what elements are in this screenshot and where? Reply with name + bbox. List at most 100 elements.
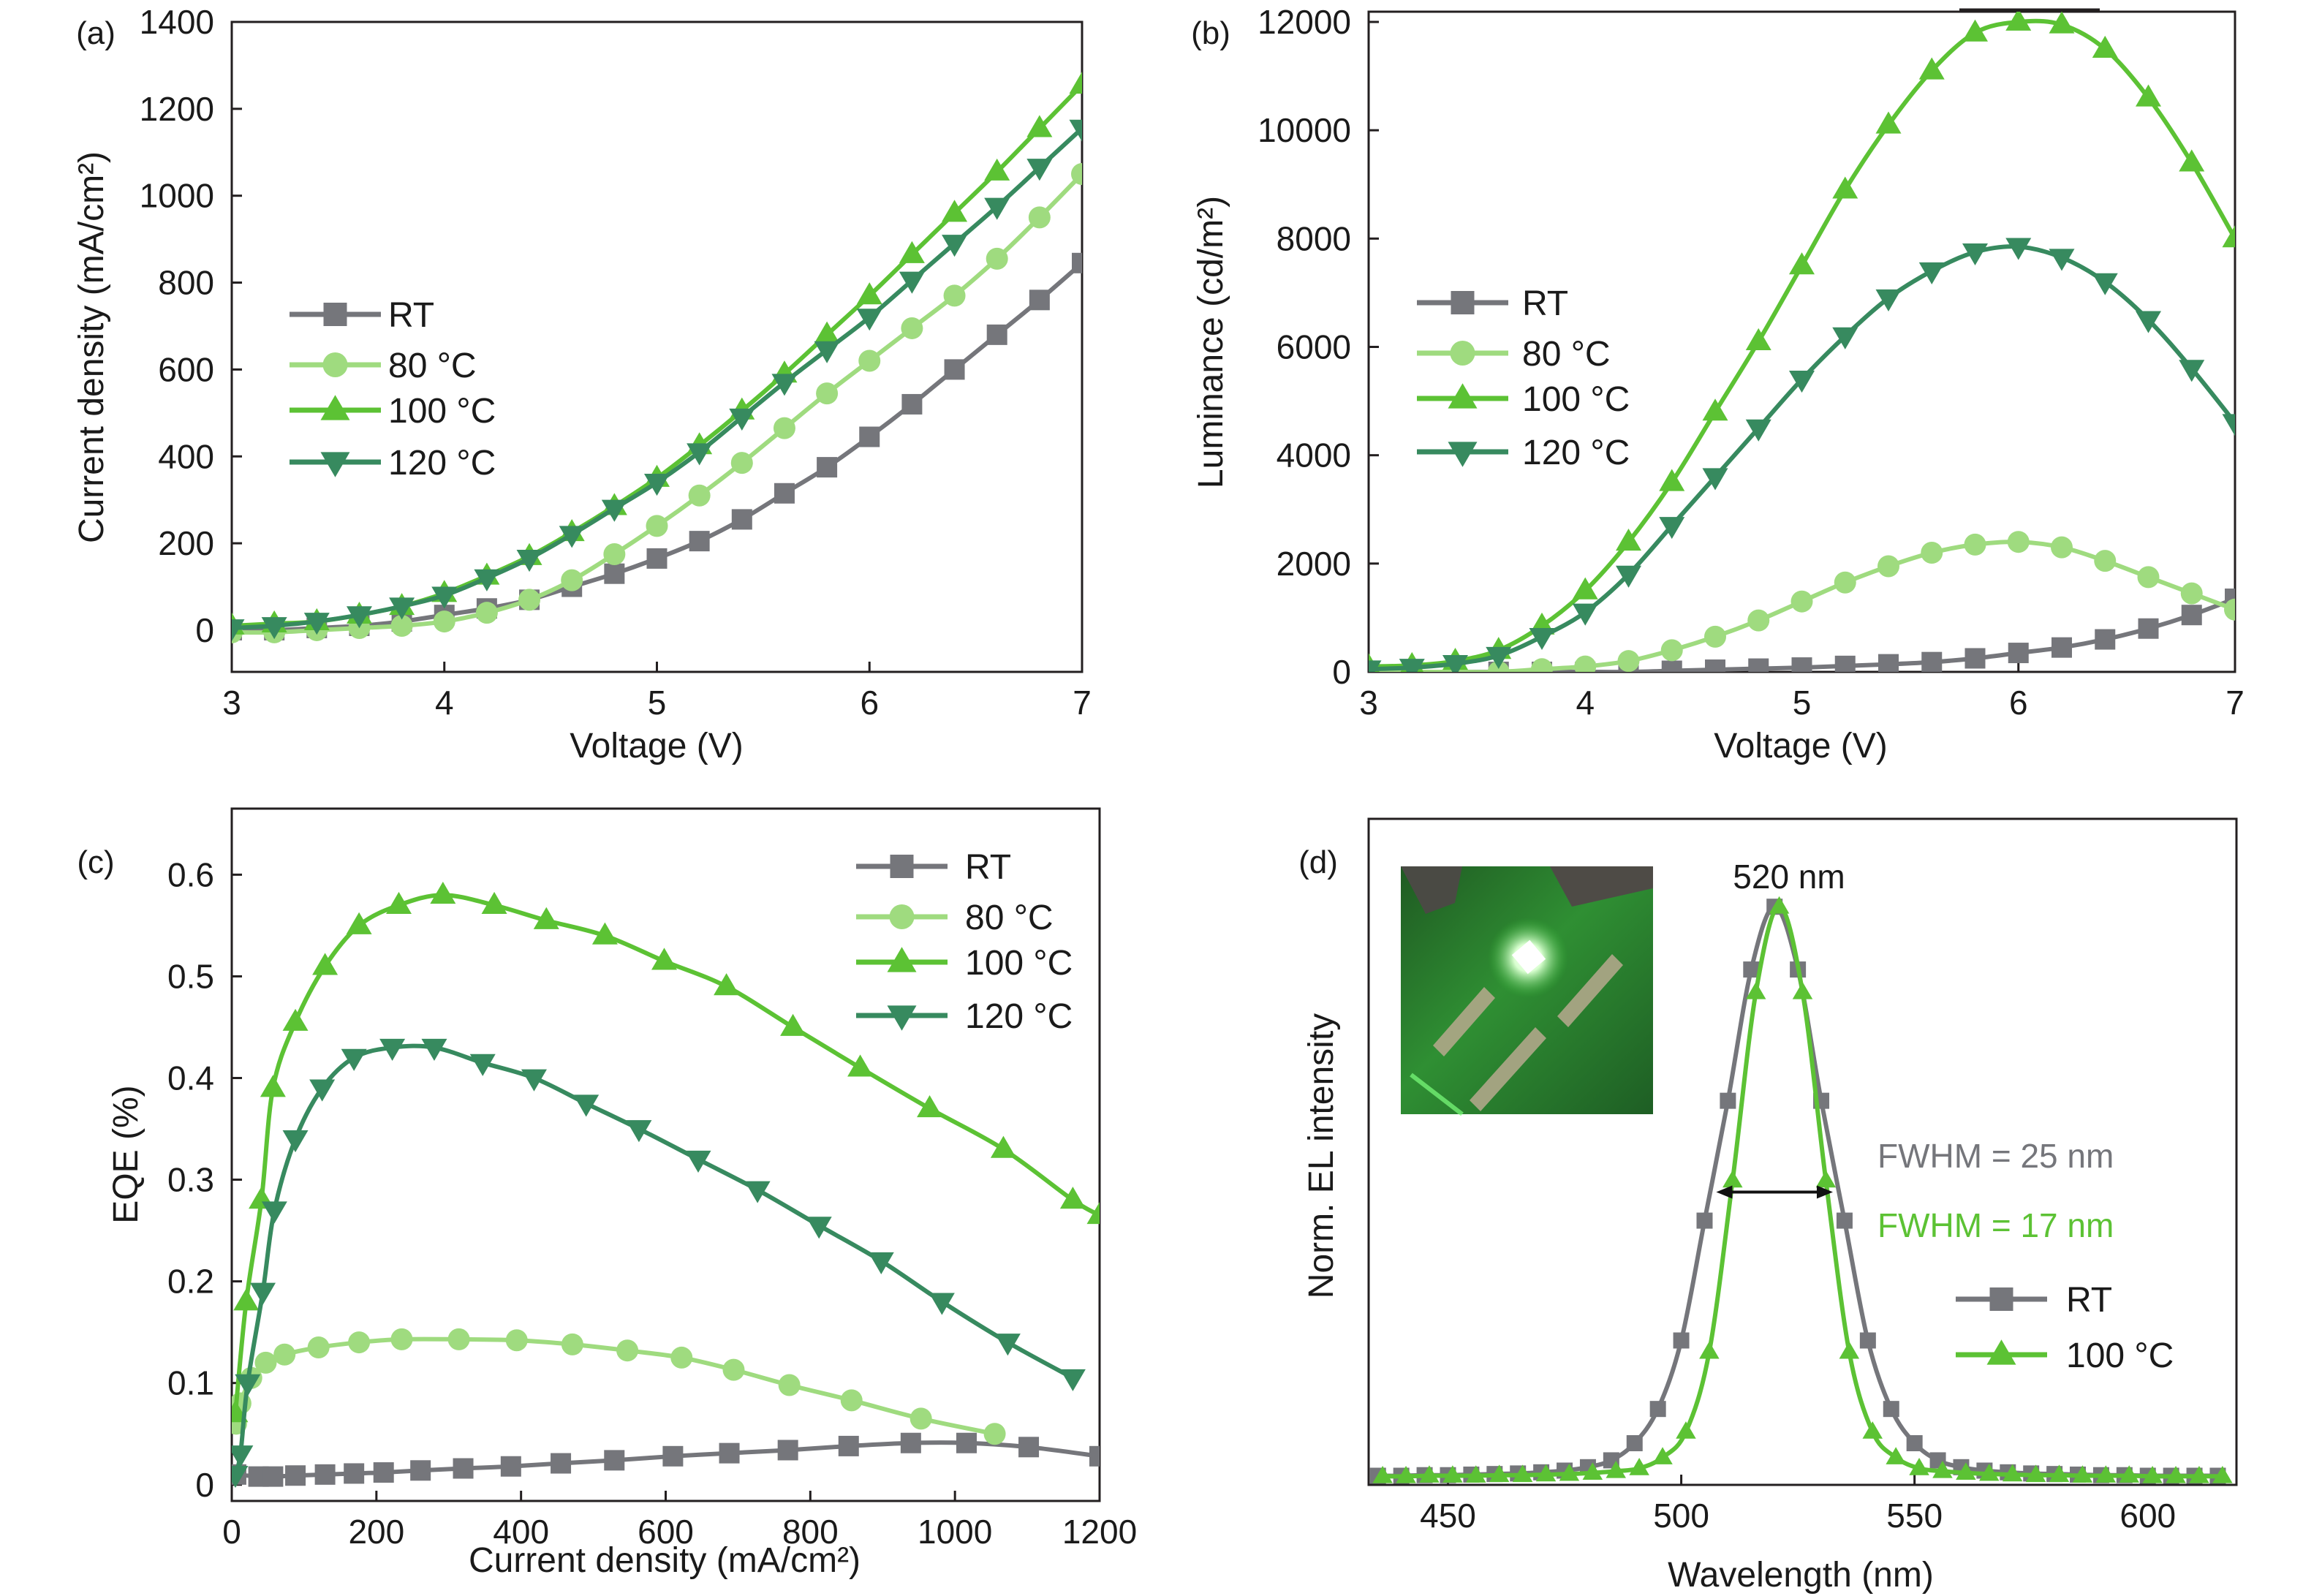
y-tick-label: 0.3 <box>167 1161 214 1199</box>
data-point <box>1789 252 1815 275</box>
x-tick-label: 450 <box>1420 1497 1476 1535</box>
y-tick-label: 6000 <box>1277 328 1351 366</box>
data-point <box>1906 1435 1923 1452</box>
series-line <box>233 1043 1074 1475</box>
legend-item: 120 °C <box>856 997 1073 1036</box>
data-point <box>1606 1460 1626 1478</box>
data-point <box>1442 654 1468 672</box>
x-tick-label: 500 <box>1653 1497 1709 1535</box>
data-point <box>1059 1187 1086 1209</box>
data-point <box>856 309 882 331</box>
x-tick-label: 3 <box>1359 684 1378 722</box>
y-tick-label: 4000 <box>1277 436 1351 474</box>
legend-label: 100 °C <box>2066 1336 2174 1375</box>
data-point <box>410 1460 431 1481</box>
data-point <box>2136 84 2161 107</box>
data-point <box>1673 1332 1690 1349</box>
series-line <box>233 1336 996 1437</box>
data-point <box>688 484 711 507</box>
data-point <box>1489 1464 1510 1483</box>
y-tick-label: 400 <box>158 437 214 475</box>
series-line <box>232 83 1082 629</box>
y-tick-label: 0.2 <box>167 1263 214 1301</box>
data-point <box>235 1374 261 1396</box>
data-point <box>2008 643 2029 664</box>
legend-item: RT <box>290 296 434 335</box>
x-axis-label: Current density (mA/cm²) <box>469 1541 861 1580</box>
data-point <box>521 1069 547 1092</box>
circle-marker-icon <box>1450 341 1475 366</box>
panel-label: (d) <box>1298 844 1338 880</box>
photo-probe-left <box>1401 866 1462 914</box>
series-120c <box>232 1038 1086 1489</box>
legend-label: 80 °C <box>388 347 477 385</box>
data-point <box>1399 659 1425 672</box>
data-point <box>1029 290 1050 311</box>
data-point <box>1875 289 1902 312</box>
data-point <box>431 586 458 609</box>
data-point <box>2179 360 2205 382</box>
series-line <box>232 261 1082 633</box>
y-tick-label: 800 <box>158 264 214 302</box>
data-point <box>2025 1464 2046 1483</box>
data-point <box>1745 982 1766 999</box>
series-120c <box>232 119 1082 642</box>
data-point <box>1559 1463 1580 1481</box>
data-point <box>232 1445 254 1468</box>
data-point <box>232 619 245 642</box>
series-100c <box>1372 896 2233 1483</box>
fwhm-double-arrow-icon <box>1716 1185 1833 1199</box>
data-point <box>430 882 456 904</box>
data-point <box>729 408 755 431</box>
y-tick-label: 8000 <box>1277 219 1351 257</box>
data-point <box>778 1374 801 1396</box>
data-point <box>2222 414 2235 436</box>
x-axis-label: Wavelength (nm) <box>1668 1556 1934 1595</box>
data-point <box>1705 659 1725 672</box>
square-marker-icon <box>1451 291 1475 314</box>
x-tick-label: 7 <box>1073 684 1092 722</box>
data-point <box>282 1130 309 1153</box>
data-point <box>603 542 626 565</box>
data-point <box>1582 1462 1603 1480</box>
data-point <box>533 907 559 929</box>
data-point <box>303 613 330 635</box>
x-tick-label: 1200 <box>1062 1513 1137 1551</box>
legend-item: 100 °C <box>1417 380 1630 419</box>
data-point <box>1059 1369 1086 1391</box>
data-point <box>644 474 670 496</box>
data-point <box>2049 12 2075 34</box>
data-point <box>1659 517 1685 540</box>
data-point <box>1676 1421 1696 1439</box>
data-point <box>1529 627 1555 651</box>
y-tick-label: 2000 <box>1277 545 1351 583</box>
legend-label: RT <box>388 296 434 335</box>
legend-item: 100 °C <box>1956 1336 2174 1375</box>
data-point <box>990 1135 1016 1158</box>
legend-item: 100 °C <box>856 944 1073 983</box>
legend-label: 80 °C <box>965 899 1054 937</box>
data-point <box>2049 249 2075 271</box>
data-point <box>1791 657 1812 672</box>
data-point <box>2051 637 2072 658</box>
data-point <box>1962 243 1988 266</box>
data-point <box>1071 162 1082 185</box>
series-group <box>232 71 1082 643</box>
data-point <box>2224 598 2235 621</box>
data-point <box>2222 225 2235 248</box>
data-point <box>646 515 668 537</box>
data-point <box>559 526 585 548</box>
x-tick-label: 0 <box>222 1513 241 1551</box>
data-point <box>1572 577 1598 600</box>
square-marker-icon <box>1989 1287 2013 1311</box>
data-point <box>604 1450 625 1471</box>
data-point <box>899 271 925 294</box>
y-axis-label: Current density (mA/cm²) <box>72 151 111 543</box>
data-point <box>1442 1465 1463 1483</box>
legend-label: 120 °C <box>1522 434 1630 472</box>
data-point <box>1964 648 1986 669</box>
triangle-down-marker-icon <box>887 1005 917 1031</box>
y-axis-label: Norm. EL intensity <box>1302 1013 1341 1298</box>
panel-label: (a) <box>76 15 116 51</box>
data-point <box>942 200 968 222</box>
